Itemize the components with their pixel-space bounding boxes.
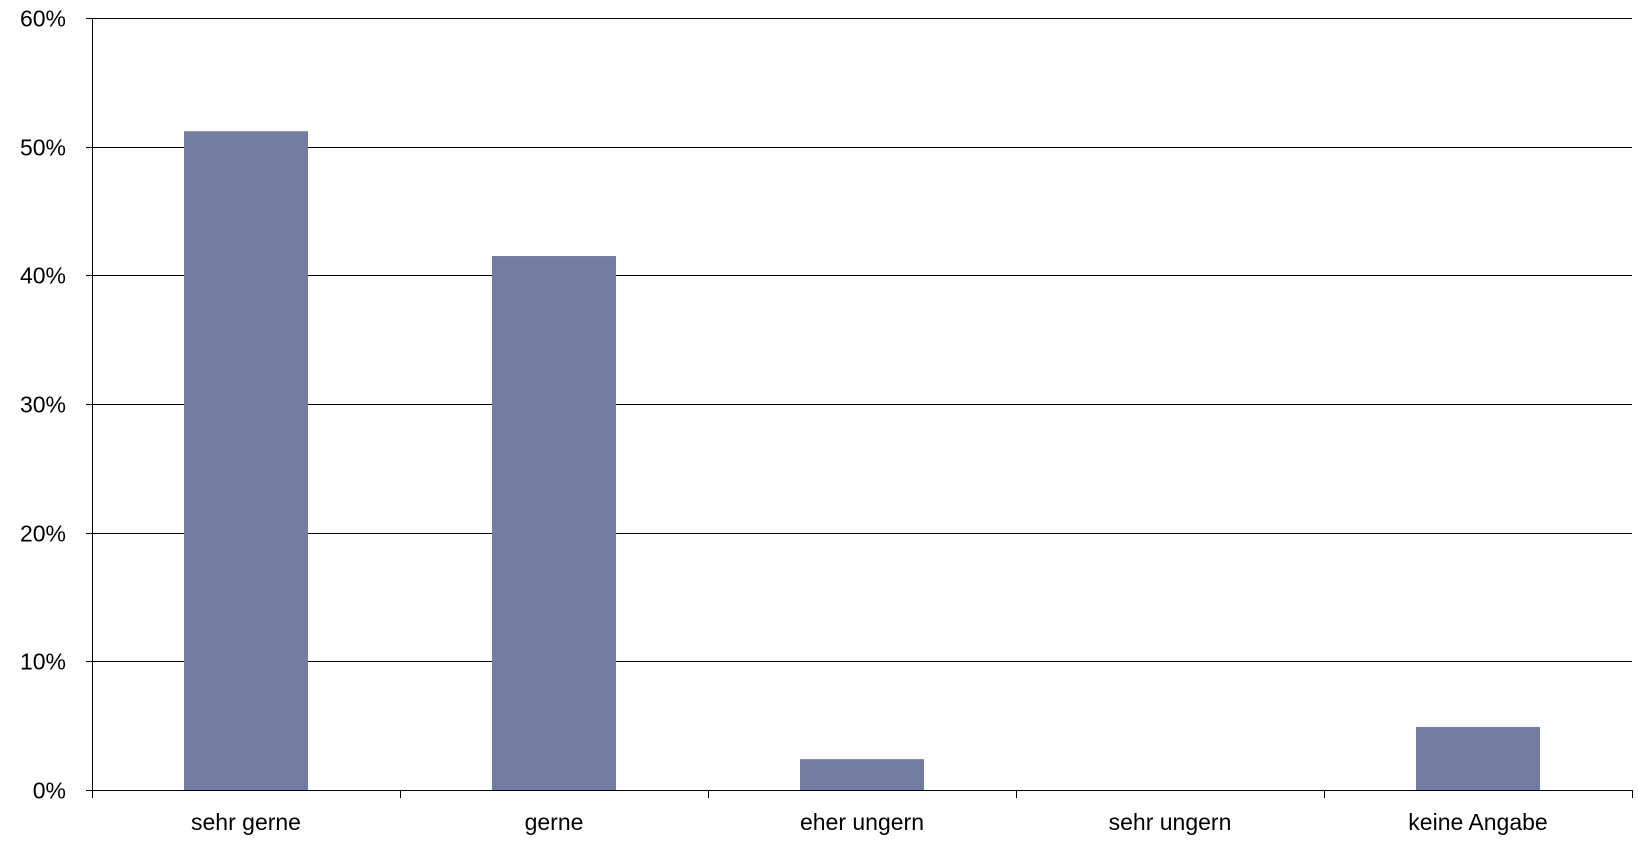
y-tick-label: 20% (20, 521, 66, 547)
gridlines (92, 18, 1632, 662)
bar-eher-ungern (800, 759, 924, 790)
x-category-label: keine Angabe (1408, 809, 1547, 835)
bar-gerne (492, 256, 616, 790)
x-category-label: sehr ungern (1109, 809, 1232, 835)
x-category-label: gerne (525, 809, 584, 835)
y-tick-label: 10% (20, 649, 66, 675)
bar-keine-Angabe (1416, 726, 1540, 790)
y-tick-label: 40% (20, 263, 66, 289)
x-category-label: eher ungern (800, 809, 924, 835)
y-tick-label: 60% (20, 6, 66, 32)
axes (86, 18, 1633, 798)
y-tick-label: 30% (20, 392, 66, 418)
bar-sehr-gerne (184, 131, 308, 790)
y-tick-label: 0% (33, 778, 66, 804)
x-category-label: sehr gerne (191, 809, 301, 835)
y-tick-label: 50% (20, 135, 66, 161)
x-category-labels: sehr gerne gerne eher ungern sehr ungern kei… (191, 809, 1548, 835)
bars (184, 131, 1540, 790)
y-tick-labels: 0% 10% 20% 30% 40% 50% 60% (20, 6, 66, 804)
